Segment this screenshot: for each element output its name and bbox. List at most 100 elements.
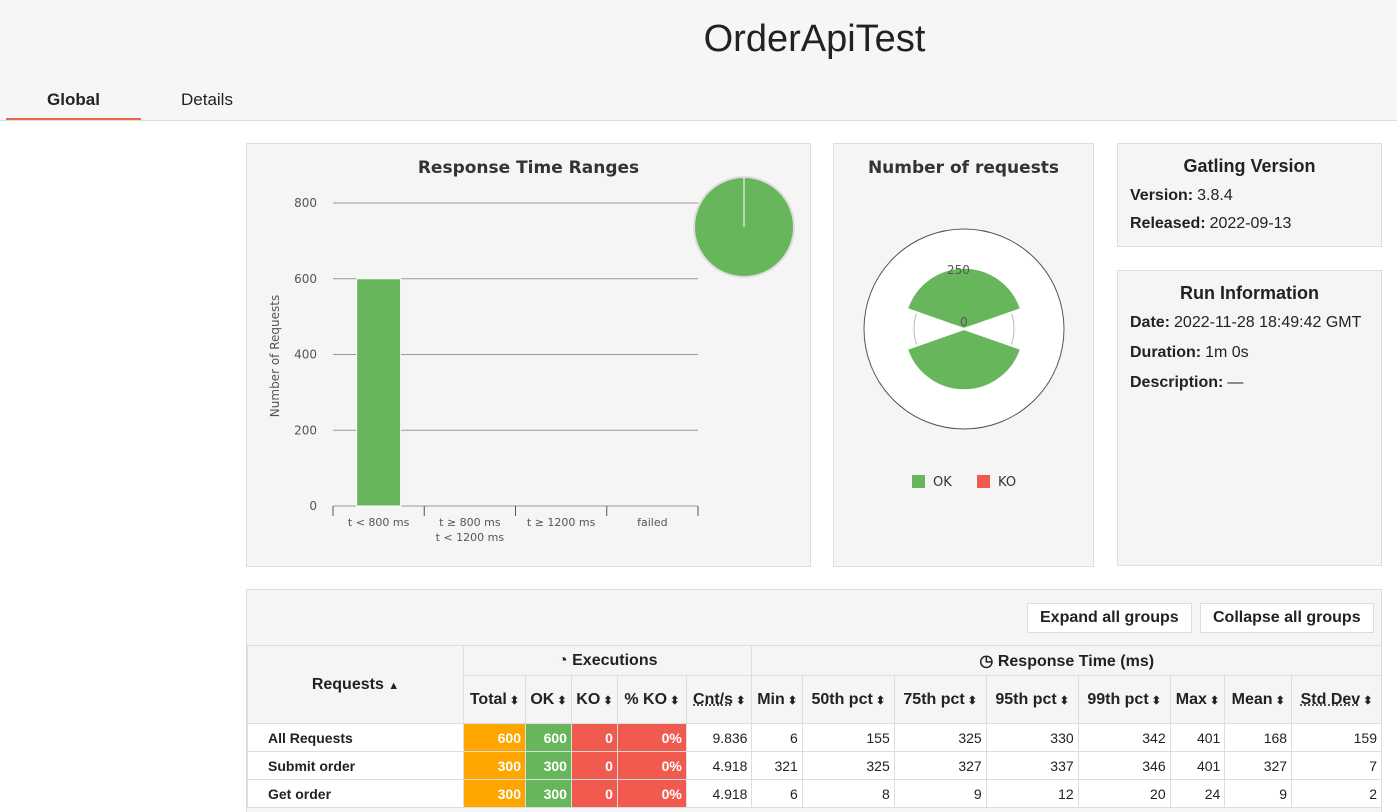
duration-value: 1m 0s bbox=[1205, 344, 1249, 361]
page-title: OrderApiTest bbox=[703, 18, 926, 60]
executions-icon: ◔ bbox=[558, 651, 568, 669]
cell-3: 0% bbox=[616, 723, 687, 752]
col-header-5[interactable]: Min ⬍ bbox=[751, 675, 803, 724]
version-label: Version: bbox=[1130, 187, 1194, 204]
col-header-2[interactable]: KO ⬍ bbox=[570, 675, 618, 724]
cell-4: 9.836 bbox=[685, 723, 753, 752]
col-header-7[interactable]: 75th pct ⬍ bbox=[893, 675, 987, 724]
run-information-title: Run Information bbox=[1180, 283, 1319, 303]
cell-10: 401 bbox=[1169, 751, 1226, 780]
cell-0: 300 bbox=[463, 751, 526, 780]
cell-1: 300 bbox=[525, 751, 572, 780]
legend-ko-label[interactable]: KO bbox=[998, 475, 1016, 490]
cell-6: 8 bbox=[801, 779, 895, 808]
response-time-header: ◷ Response Time (ms) bbox=[751, 645, 1382, 676]
version-value: 3.8.4 bbox=[1197, 187, 1233, 204]
response-time-ranges-panel: Response Time Ranges Number of Requests … bbox=[246, 143, 811, 567]
number-of-requests-chart: 250 0 OK KO bbox=[863, 228, 1065, 490]
cell-6: 325 bbox=[801, 751, 895, 780]
y-tick-label: 200 bbox=[294, 423, 317, 437]
col-header-0[interactable]: Total ⬍ bbox=[463, 675, 526, 724]
header: OrderApiTest Global Details bbox=[0, 0, 1397, 121]
x-tick-label: failed bbox=[637, 516, 667, 529]
gatling-version-panel: Gatling Version Version: 3.8.4 Released: 2… bbox=[1117, 143, 1382, 247]
cell-8: 337 bbox=[985, 751, 1079, 780]
tab-details[interactable]: Details bbox=[181, 90, 233, 109]
sort-asc-icon: ▲ bbox=[388, 679, 400, 692]
cell-9: 20 bbox=[1077, 779, 1171, 808]
y-tick-label: 400 bbox=[294, 348, 317, 362]
y-tick-label: 600 bbox=[294, 272, 317, 286]
sort-icon: ⬍ bbox=[600, 694, 613, 707]
response-time-ranges-title: Response Time Ranges bbox=[417, 158, 640, 178]
gatling-version-title: Gatling Version bbox=[1183, 156, 1316, 176]
cell-3: 0% bbox=[616, 779, 687, 808]
sort-icon: ⬍ bbox=[1360, 694, 1373, 707]
y-tick-label: 0 bbox=[309, 499, 317, 513]
legend-ok-label[interactable]: OK bbox=[933, 475, 952, 490]
cell-4: 4.918 bbox=[685, 751, 753, 780]
clock-icon: ◷ bbox=[979, 652, 994, 670]
cell-10: 401 bbox=[1169, 723, 1226, 752]
polar-slice-ok-1 bbox=[905, 266, 1023, 331]
cell-0: 600 bbox=[463, 723, 526, 752]
table-row[interactable]: All Requests 600 600 0 0% 9.836 6 155 325 330 342 4… bbox=[247, 723, 1382, 752]
cell-6: 155 bbox=[801, 723, 895, 752]
cell-8: 330 bbox=[985, 723, 1079, 752]
cell-11: 9 bbox=[1224, 779, 1293, 808]
cell-3: 0% bbox=[616, 751, 687, 780]
table-row[interactable]: Get order 300 300 0 0% 4.918 6 8 9 12 20 24 9 2 bbox=[247, 779, 1382, 808]
cell-1: 600 bbox=[525, 723, 572, 752]
description-label: Description: bbox=[1130, 374, 1224, 391]
cell-5: 6 bbox=[751, 779, 803, 808]
request-name[interactable]: Submit order bbox=[247, 751, 464, 780]
table-row[interactable]: Submit order 300 300 0 0% 4.918 321 325 327 337 34… bbox=[247, 751, 1382, 780]
cell-2: 0 bbox=[570, 779, 618, 808]
sort-icon: ⬍ bbox=[667, 694, 680, 707]
released-label: Released: bbox=[1130, 215, 1206, 232]
x-tick-label: t ≥ 800 ms bbox=[439, 516, 501, 529]
sort-icon: ⬍ bbox=[1056, 694, 1069, 707]
requests-header[interactable]: Requests ▲ bbox=[247, 645, 464, 724]
x-tick-label: t < 800 ms bbox=[348, 516, 410, 529]
cell-2: 0 bbox=[570, 751, 618, 780]
bar[interactable] bbox=[356, 278, 402, 507]
sort-icon: ⬍ bbox=[506, 694, 520, 707]
duration-label: Duration: bbox=[1130, 344, 1202, 361]
sort-icon: ⬍ bbox=[1148, 694, 1161, 707]
cell-7: 9 bbox=[893, 779, 987, 808]
cell-4: 4.918 bbox=[685, 779, 753, 808]
sort-icon: ⬍ bbox=[784, 694, 798, 707]
col-header-4[interactable]: Cnt/s ⬍ bbox=[685, 675, 753, 724]
cell-5: 321 bbox=[751, 751, 803, 780]
legend-ok-swatch bbox=[912, 475, 925, 488]
cell-2: 0 bbox=[570, 723, 618, 752]
collapse-all-groups-button[interactable]: Collapse all groups bbox=[1200, 603, 1374, 633]
cell-12: 7 bbox=[1291, 751, 1382, 780]
cell-11: 327 bbox=[1224, 751, 1293, 780]
cell-12: 159 bbox=[1291, 723, 1382, 752]
request-name[interactable]: All Requests bbox=[247, 723, 464, 752]
col-header-1[interactable]: OK ⬍ bbox=[525, 675, 572, 724]
col-header-10[interactable]: Max ⬍ bbox=[1169, 675, 1226, 724]
col-header-12[interactable]: Std Dev ⬍ bbox=[1291, 675, 1382, 724]
description-value: — bbox=[1227, 374, 1244, 391]
expand-all-groups-button[interactable]: Expand all groups bbox=[1027, 603, 1192, 633]
polar-tick-250: 250 bbox=[947, 263, 970, 277]
x-tick-label: t ≥ 1200 ms bbox=[527, 516, 596, 529]
col-header-11[interactable]: Mean ⬍ bbox=[1224, 675, 1293, 724]
response-time-ranges-chart: Number of Requests 0 200 400 600 800 t < 800… bbox=[268, 176, 795, 544]
col-header-6[interactable]: 50th pct ⬍ bbox=[801, 675, 895, 724]
executions-header: ◔ Executions bbox=[462, 645, 753, 676]
statistics-table: Requests ▲ ◔ Executions ◷ Response Time … bbox=[247, 645, 1382, 808]
request-name[interactable]: Get order bbox=[247, 779, 464, 808]
tab-global[interactable]: Global bbox=[6, 90, 141, 120]
cell-11: 168 bbox=[1224, 723, 1293, 752]
col-header-8[interactable]: 95th pct ⬍ bbox=[985, 675, 1079, 724]
sort-icon: ⬍ bbox=[1206, 694, 1220, 707]
run-information-panel: Run Information Date: 2022-11-28 18:49:42… bbox=[1117, 270, 1382, 566]
x-tick-label: t < 1200 ms bbox=[436, 531, 505, 544]
col-header-3[interactable]: % KO ⬍ bbox=[616, 675, 687, 724]
col-header-9[interactable]: 99th pct ⬍ bbox=[1077, 675, 1171, 724]
cell-1: 300 bbox=[525, 779, 572, 808]
